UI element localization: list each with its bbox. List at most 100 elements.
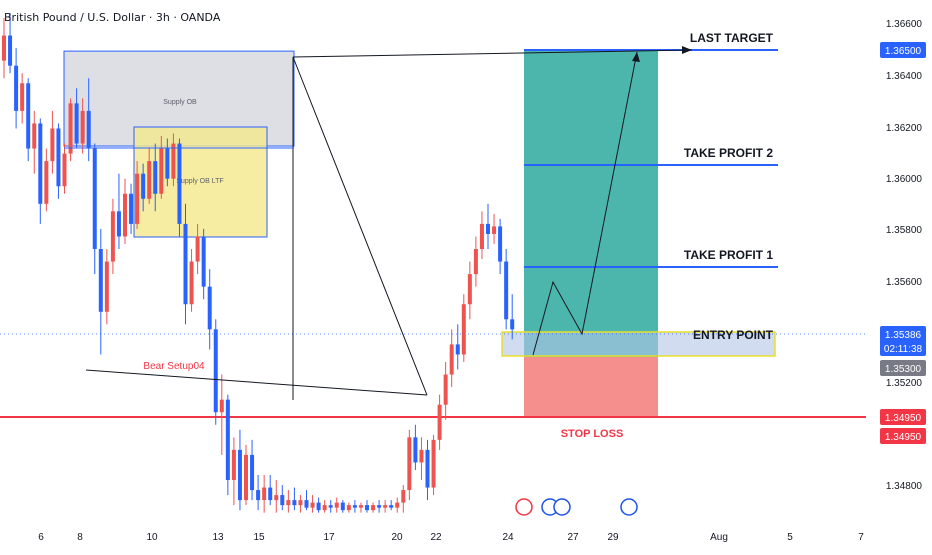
event-flag-icon — [553, 498, 571, 516]
x-tick-label: 15 — [253, 532, 265, 543]
candle-body — [292, 500, 297, 506]
candle-body — [244, 454, 248, 501]
symbol-title[interactable]: British Pound / U.S. Dollar · 3h · OANDA — [4, 11, 221, 24]
candle-body — [225, 399, 230, 481]
candle-body — [123, 193, 127, 237]
candle-body — [207, 286, 212, 330]
candle-body — [44, 161, 49, 204]
entry-zone — [501, 331, 776, 357]
candle-body — [2, 35, 6, 61]
countdown-label: 02:11:38 — [884, 344, 923, 355]
candle-body — [334, 502, 339, 508]
price-tag-label: 1.35386 — [885, 330, 922, 341]
level-label: TAKE PROFIT 1 — [684, 248, 773, 262]
target-zone — [524, 50, 658, 357]
candle-body — [352, 505, 357, 508]
price-tag — [880, 428, 926, 444]
drop-line — [292, 56, 428, 396]
candles-group — [2, 12, 515, 513]
x-tick-label: 27 — [567, 532, 579, 543]
candle-body — [280, 495, 285, 506]
stop-loss-label: STOP LOSS — [561, 428, 624, 440]
y-tick-label: 1.36000 — [886, 174, 923, 185]
candle-body — [510, 319, 515, 330]
candle-body — [104, 261, 109, 312]
projection-path — [532, 51, 638, 356]
candle-body — [358, 505, 363, 508]
y-tick-label: 1.35600 — [886, 277, 923, 288]
candle-body — [346, 505, 351, 511]
price-tag — [880, 360, 926, 376]
candle-body — [256, 490, 261, 501]
trend-line-top — [292, 49, 693, 58]
candle-body — [80, 110, 85, 144]
candle-body — [268, 487, 273, 501]
candle-body — [116, 211, 121, 237]
level-label: TAKE PROFIT 2 — [684, 146, 773, 160]
x-tick-label: 7 — [858, 532, 864, 543]
candle-body — [407, 437, 412, 491]
candle-body — [377, 505, 382, 508]
candle-body — [8, 35, 13, 66]
price-tag-label: 1.34950 — [885, 432, 922, 443]
price-tag — [880, 42, 926, 58]
y-tick-label: 1.36400 — [886, 71, 923, 82]
price-tag — [880, 409, 926, 425]
y-tick-label: 1.36600 — [886, 19, 923, 30]
candle-body — [74, 103, 79, 144]
candle-body — [92, 148, 97, 249]
candle-body — [461, 304, 466, 355]
candle-body — [26, 83, 31, 149]
price-tag — [880, 326, 926, 356]
x-tick-label: 24 — [502, 532, 514, 543]
supply-ltf-label: Supply OB LTF — [176, 178, 223, 185]
x-tick-label: Aug — [710, 532, 728, 543]
candle-body — [50, 128, 55, 162]
price-tag-label: 1.34950 — [885, 413, 922, 424]
candle-body — [141, 173, 146, 199]
candle-body — [171, 143, 176, 179]
candle-body — [274, 495, 279, 501]
candle-body — [201, 236, 206, 287]
candle-body — [110, 211, 115, 262]
candle-body — [498, 226, 503, 262]
candle-body — [419, 449, 424, 463]
projection-arrowhead — [632, 52, 640, 62]
candle-body — [340, 502, 345, 511]
event-flag-icon — [620, 498, 638, 516]
supply-ob-label: Supply OB — [163, 99, 197, 106]
candle-body — [38, 123, 43, 204]
candle-body — [165, 148, 170, 179]
candle-body — [147, 161, 152, 199]
candle-body — [177, 143, 182, 224]
candle-body — [395, 502, 400, 508]
candle-body — [455, 344, 460, 355]
bear-setup-label: Bear Setup04 — [143, 361, 205, 372]
level-label: ENTRY POINT — [693, 328, 774, 342]
y-tick-label: 1.34800 — [886, 481, 923, 492]
candle-body — [62, 153, 67, 187]
candle-body — [479, 223, 484, 249]
candle-body — [413, 437, 418, 463]
level-label: LAST TARGET — [690, 31, 774, 45]
candle-body — [365, 505, 369, 511]
candle-body — [443, 374, 448, 405]
candle-body — [219, 399, 224, 413]
stop-loss-zone — [524, 357, 658, 417]
candle-body — [425, 449, 430, 488]
candle-body — [135, 173, 140, 224]
candle-body — [437, 404, 442, 440]
candle-body — [56, 128, 61, 187]
candle-body — [98, 249, 103, 312]
candle-body — [159, 148, 164, 194]
x-tick-label: 17 — [323, 532, 335, 543]
x-tick-label: 22 — [430, 532, 442, 543]
candle-body — [504, 261, 509, 320]
price-axis-bg — [866, 0, 932, 550]
candle-body — [389, 505, 394, 508]
candle-body — [153, 161, 158, 194]
candle-body — [183, 223, 188, 305]
x-tick-label: 8 — [77, 532, 83, 543]
